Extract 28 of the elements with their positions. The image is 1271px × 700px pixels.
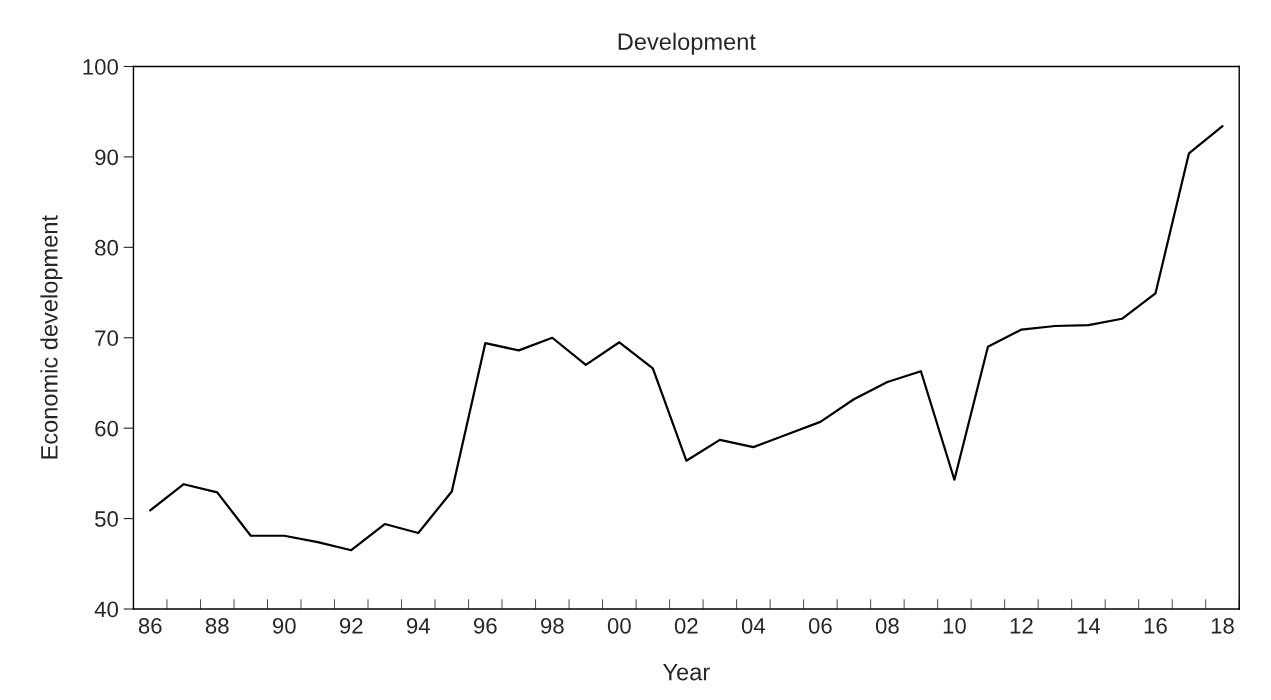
line-series: [149, 125, 1224, 552]
x-tick-label: 14: [1077, 618, 1101, 634]
x-tick-label: 12: [1010, 617, 1033, 634]
x-tick-label: 86: [138, 617, 162, 634]
y-tick-label: 40: [94, 601, 118, 618]
x-tick-label: 16: [1144, 617, 1167, 634]
x-tick-label: 04: [741, 617, 766, 634]
x-axis-title: Year: [663, 663, 710, 681]
x-tick-label: 10: [943, 617, 966, 634]
y-tick-label: 70: [95, 330, 118, 347]
x-tick-label: 00: [607, 617, 631, 634]
x-tick-label: 06: [808, 617, 832, 634]
y-axis-title: Economic development: [40, 215, 63, 459]
x-tick-label: 98: [540, 617, 564, 634]
x-tick-label: 90: [272, 617, 296, 634]
y-tick-label: 60: [95, 420, 118, 437]
x-tick-label: 96: [473, 617, 497, 634]
y-tick-label: 50: [95, 511, 118, 527]
x-tick-label: 08: [875, 617, 899, 634]
x-tick-label: 94: [406, 617, 430, 634]
x-tick-label: 88: [205, 617, 229, 634]
y-tick-label: 100: [83, 59, 119, 75]
x-tick-label: 02: [674, 617, 698, 634]
y-tick-label: 90: [95, 149, 118, 166]
x-tick-label: 18: [1211, 617, 1234, 634]
chart-title: Development: [618, 32, 756, 55]
y-tick-label: 80: [95, 239, 118, 256]
x-tick-label: 92: [339, 617, 363, 634]
